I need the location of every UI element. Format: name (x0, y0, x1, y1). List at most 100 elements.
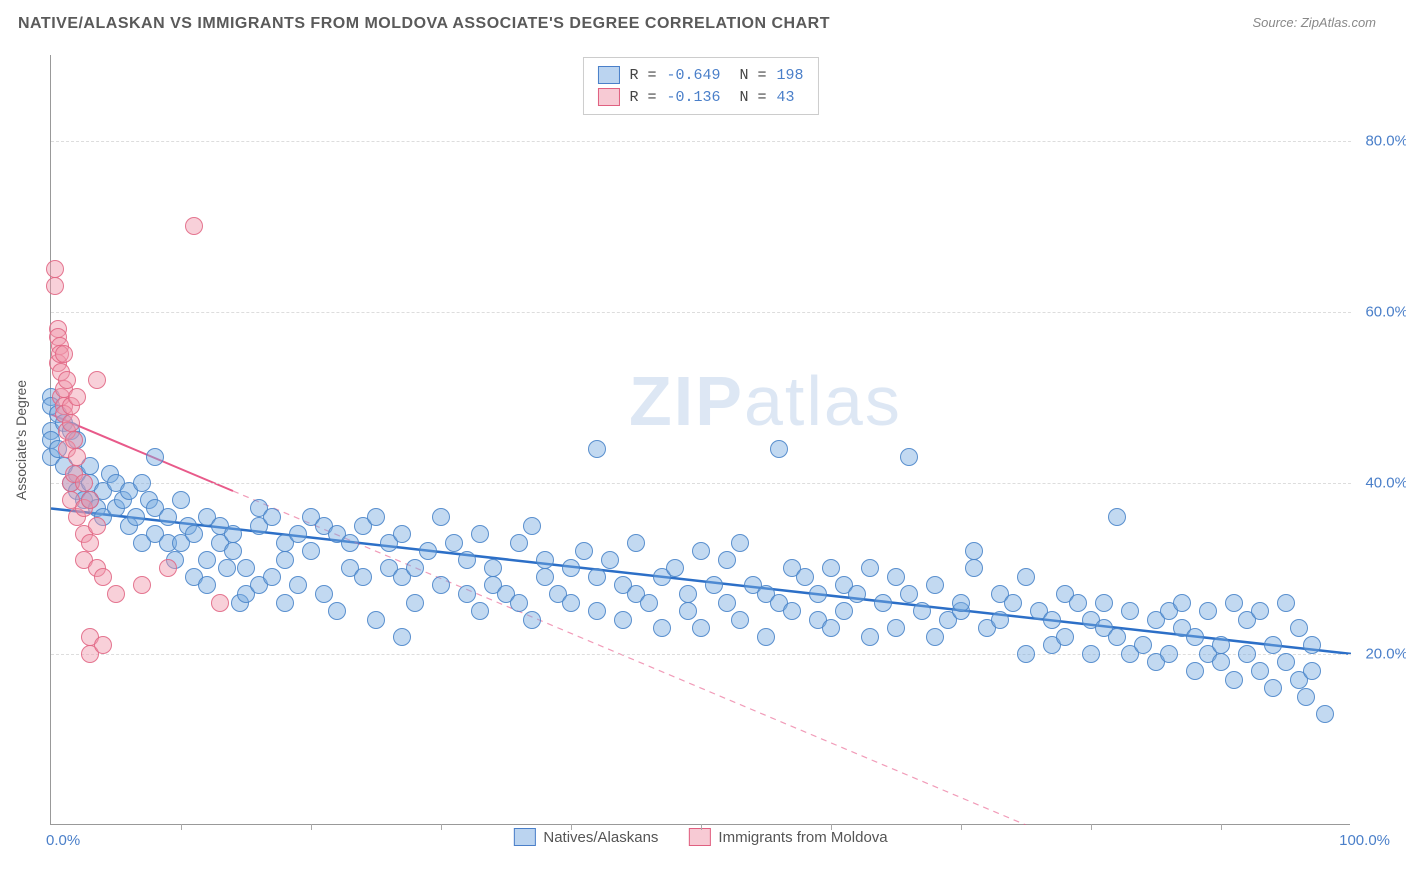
scatter-point (1251, 602, 1269, 620)
scatter-point (289, 525, 307, 543)
scatter-point (276, 594, 294, 612)
scatter-point (367, 508, 385, 526)
scatter-point (705, 576, 723, 594)
scatter-point (510, 594, 528, 612)
legend-label: Natives/Alaskans (543, 829, 658, 846)
scatter-point (315, 585, 333, 603)
x-tick (701, 824, 702, 830)
plot-area: ZIPatlas R =-0.649 N =198R =-0.136 N = 4… (50, 55, 1350, 825)
scatter-point (185, 525, 203, 543)
scatter-point (218, 559, 236, 577)
scatter-point (68, 448, 86, 466)
scatter-point (523, 611, 541, 629)
scatter-point (107, 585, 125, 603)
scatter-point (1277, 594, 1295, 612)
scatter-point (562, 559, 580, 577)
legend-item: Immigrants from Moldova (688, 828, 887, 846)
scatter-point (913, 602, 931, 620)
stats-box: R =-0.649 N =198R =-0.136 N = 43 (582, 57, 818, 115)
legend-swatch (597, 88, 619, 106)
legend-swatch (688, 828, 710, 846)
scatter-point (458, 551, 476, 569)
stats-label: N = (731, 89, 767, 106)
scatter-point (731, 534, 749, 552)
scatter-point (692, 542, 710, 560)
stats-r-value: -0.649 (666, 67, 720, 84)
scatter-point (965, 542, 983, 560)
scatter-point (887, 568, 905, 586)
scatter-point (679, 585, 697, 603)
scatter-point (68, 388, 86, 406)
scatter-point (588, 602, 606, 620)
scatter-point (1134, 636, 1152, 654)
trend-lines-layer (51, 55, 1351, 825)
scatter-point (81, 534, 99, 552)
scatter-point (900, 448, 918, 466)
scatter-point (1095, 594, 1113, 612)
legend-swatch (597, 66, 619, 84)
scatter-point (58, 371, 76, 389)
x-tick (571, 824, 572, 830)
scatter-point (666, 559, 684, 577)
scatter-point (1238, 645, 1256, 663)
scatter-point (159, 559, 177, 577)
scatter-point (1069, 594, 1087, 612)
scatter-point (952, 594, 970, 612)
scatter-point (458, 585, 476, 603)
scatter-point (575, 542, 593, 560)
scatter-point (1303, 636, 1321, 654)
gridline (51, 312, 1351, 313)
scatter-point (1264, 636, 1282, 654)
scatter-point (432, 576, 450, 594)
x-tick (181, 824, 182, 830)
scatter-point (159, 508, 177, 526)
x-axis-start-label: 0.0% (46, 832, 80, 849)
scatter-point (562, 594, 580, 612)
scatter-point (237, 559, 255, 577)
scatter-point (432, 508, 450, 526)
scatter-point (133, 576, 151, 594)
legend-swatch (513, 828, 535, 846)
scatter-point (718, 594, 736, 612)
scatter-point (471, 525, 489, 543)
x-tick (961, 824, 962, 830)
scatter-point (1199, 602, 1217, 620)
scatter-point (276, 551, 294, 569)
scatter-point (224, 525, 242, 543)
scatter-point (484, 559, 502, 577)
scatter-point (1316, 705, 1334, 723)
scatter-point (718, 551, 736, 569)
x-tick (1091, 824, 1092, 830)
legend-label: Immigrants from Moldova (718, 829, 887, 846)
y-tick-label: 20.0% (1365, 645, 1406, 662)
scatter-point (46, 277, 64, 295)
stats-r-value: -0.136 (666, 89, 720, 106)
scatter-point (1290, 619, 1308, 637)
scatter-point (965, 559, 983, 577)
scatter-point (393, 525, 411, 543)
scatter-point (94, 568, 112, 586)
scatter-point (354, 568, 372, 586)
stats-label: R = (629, 67, 656, 84)
scatter-point (1212, 653, 1230, 671)
y-tick-label: 60.0% (1365, 303, 1406, 320)
y-axis-label: Associate's Degree (13, 379, 29, 499)
scatter-point (861, 628, 879, 646)
scatter-point (75, 474, 93, 492)
y-tick-label: 80.0% (1365, 132, 1406, 149)
scatter-point (523, 517, 541, 535)
watermark: ZIPatlas (629, 361, 902, 441)
stats-label: N = (731, 67, 767, 84)
scatter-point (211, 594, 229, 612)
scatter-point (471, 602, 489, 620)
scatter-point (263, 568, 281, 586)
scatter-point (1277, 653, 1295, 671)
stats-row: R =-0.136 N = 43 (597, 86, 803, 108)
scatter-point (406, 594, 424, 612)
scatter-point (1121, 602, 1139, 620)
x-tick (831, 824, 832, 830)
scatter-point (419, 542, 437, 560)
y-tick-label: 40.0% (1365, 474, 1406, 491)
scatter-point (1173, 594, 1191, 612)
scatter-point (172, 491, 190, 509)
